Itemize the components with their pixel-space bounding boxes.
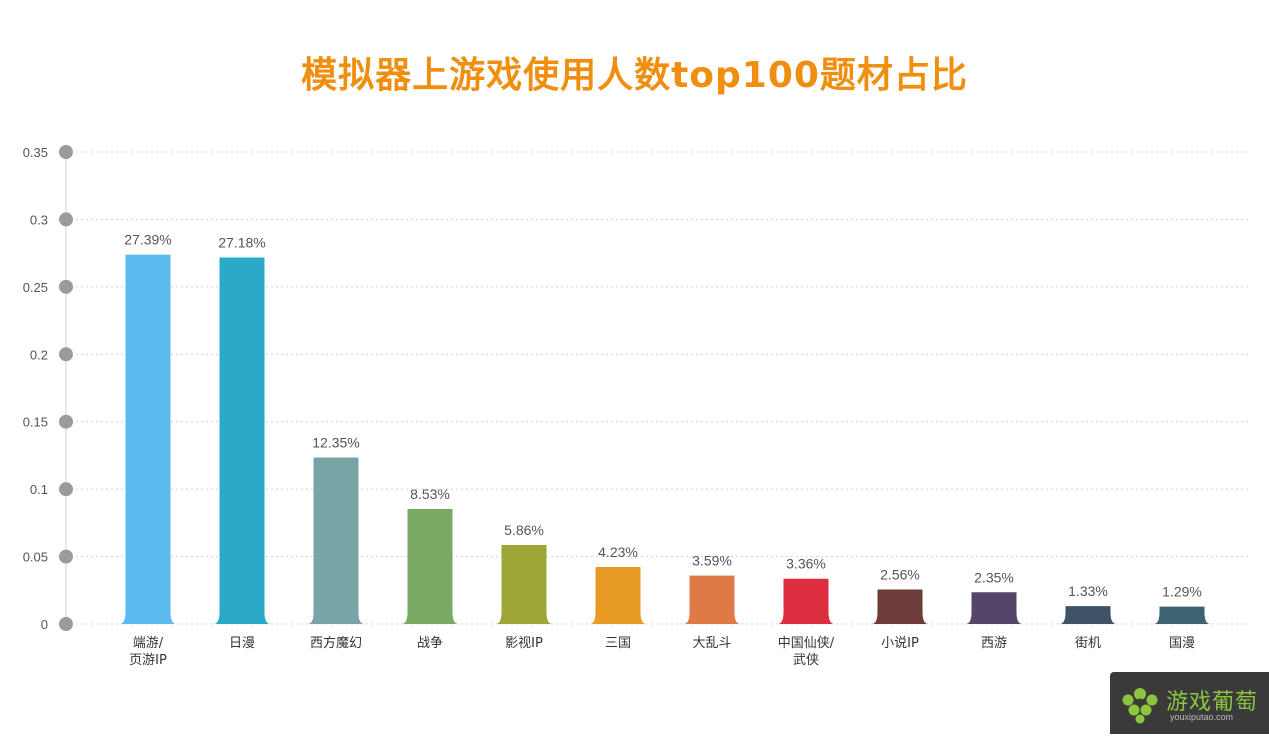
x-tick-label: 大乱斗: [692, 636, 731, 651]
x-tick-label: 三国: [605, 636, 631, 651]
gridlines: [66, 151, 1250, 625]
x-tick-label: 战争: [417, 636, 443, 651]
data-label: 1.33%: [1068, 583, 1108, 599]
x-tick-label: 西游: [981, 636, 1007, 651]
x-tick-label: 西方魔幻: [310, 635, 362, 651]
x-tick-label: 页游IP: [129, 653, 167, 668]
y-tick-marker: [59, 549, 73, 564]
data-labels: 27.39% 27.18% 12.35% 8.53% 5.86% 4.23% 3.59% 3.…: [124, 232, 1202, 600]
x-tick-label: 国漫: [1169, 636, 1195, 651]
data-label: 8.53%: [410, 486, 450, 502]
watermark-logo: 游戏葡萄 youxiputao.com: [1110, 672, 1269, 734]
bar: [119, 254, 177, 624]
y-tick-label: 0.2: [30, 347, 48, 362]
y-axis: 0 0.05 0.1 0.15 0.2 0.25 0.3 0.35: [23, 145, 73, 632]
bar: [1153, 606, 1211, 624]
data-label: 3.36%: [786, 556, 826, 572]
x-tick-label: 街机: [1075, 636, 1101, 651]
y-tick-label: 0: [41, 617, 48, 632]
y-tick-label: 0.05: [23, 550, 48, 565]
bar: [495, 544, 553, 624]
y-tick-label: 0.35: [23, 145, 48, 160]
grape-icon: [1122, 688, 1158, 724]
y-tick-label: 0.3: [30, 212, 48, 227]
x-tick-label: 影视IP: [505, 636, 543, 651]
y-tick-marker: [59, 145, 73, 159]
chart-title: 模拟器上游戏使用人数top100题材占比: [301, 55, 968, 96]
x-tick-label: 日漫: [229, 636, 255, 651]
x-tick-label: 端游/: [133, 636, 164, 651]
bar: [307, 457, 365, 624]
bars: [119, 254, 1211, 624]
bar: [777, 578, 835, 624]
x-axis-labels: 端游/页游IP 日漫 西方魔幻 战争 影视IP 三国 大乱斗 中国仙侠/武侠 小说IP 西游 街机 国…: [129, 635, 1195, 668]
watermark-url: youxiputao.com: [1170, 712, 1234, 722]
y-tick-label: 0.15: [23, 415, 48, 430]
data-label: 27.39%: [124, 232, 171, 248]
bar: [965, 592, 1023, 624]
y-tick-label: 0.1: [30, 482, 48, 497]
bar: [213, 257, 271, 624]
bar: [1059, 606, 1117, 624]
data-label: 12.35%: [312, 434, 359, 450]
data-label: 5.86%: [504, 522, 544, 538]
data-label: 27.18%: [218, 234, 265, 250]
x-tick-label: 中国仙侠/: [778, 636, 835, 651]
data-label: 4.23%: [598, 544, 638, 560]
y-tick-marker: [59, 212, 73, 227]
y-tick-marker: [59, 347, 73, 362]
bar: [589, 566, 647, 624]
bar: [683, 575, 741, 624]
bar: [871, 589, 929, 624]
y-tick-marker: [59, 482, 73, 497]
data-label: 2.56%: [880, 566, 920, 582]
data-label: 2.35%: [974, 569, 1014, 585]
data-label: 1.29%: [1162, 584, 1202, 600]
y-tick-marker: [59, 617, 73, 631]
data-label: 3.59%: [692, 553, 732, 569]
x-tick-label: 小说IP: [881, 636, 919, 651]
y-tick-label: 0.25: [23, 280, 48, 295]
y-tick-marker: [59, 414, 73, 429]
x-tick-label: 武侠: [793, 653, 819, 668]
y-tick-marker: [59, 279, 73, 294]
watermark-name: 游戏葡萄: [1166, 690, 1259, 715]
bar: [401, 508, 459, 624]
